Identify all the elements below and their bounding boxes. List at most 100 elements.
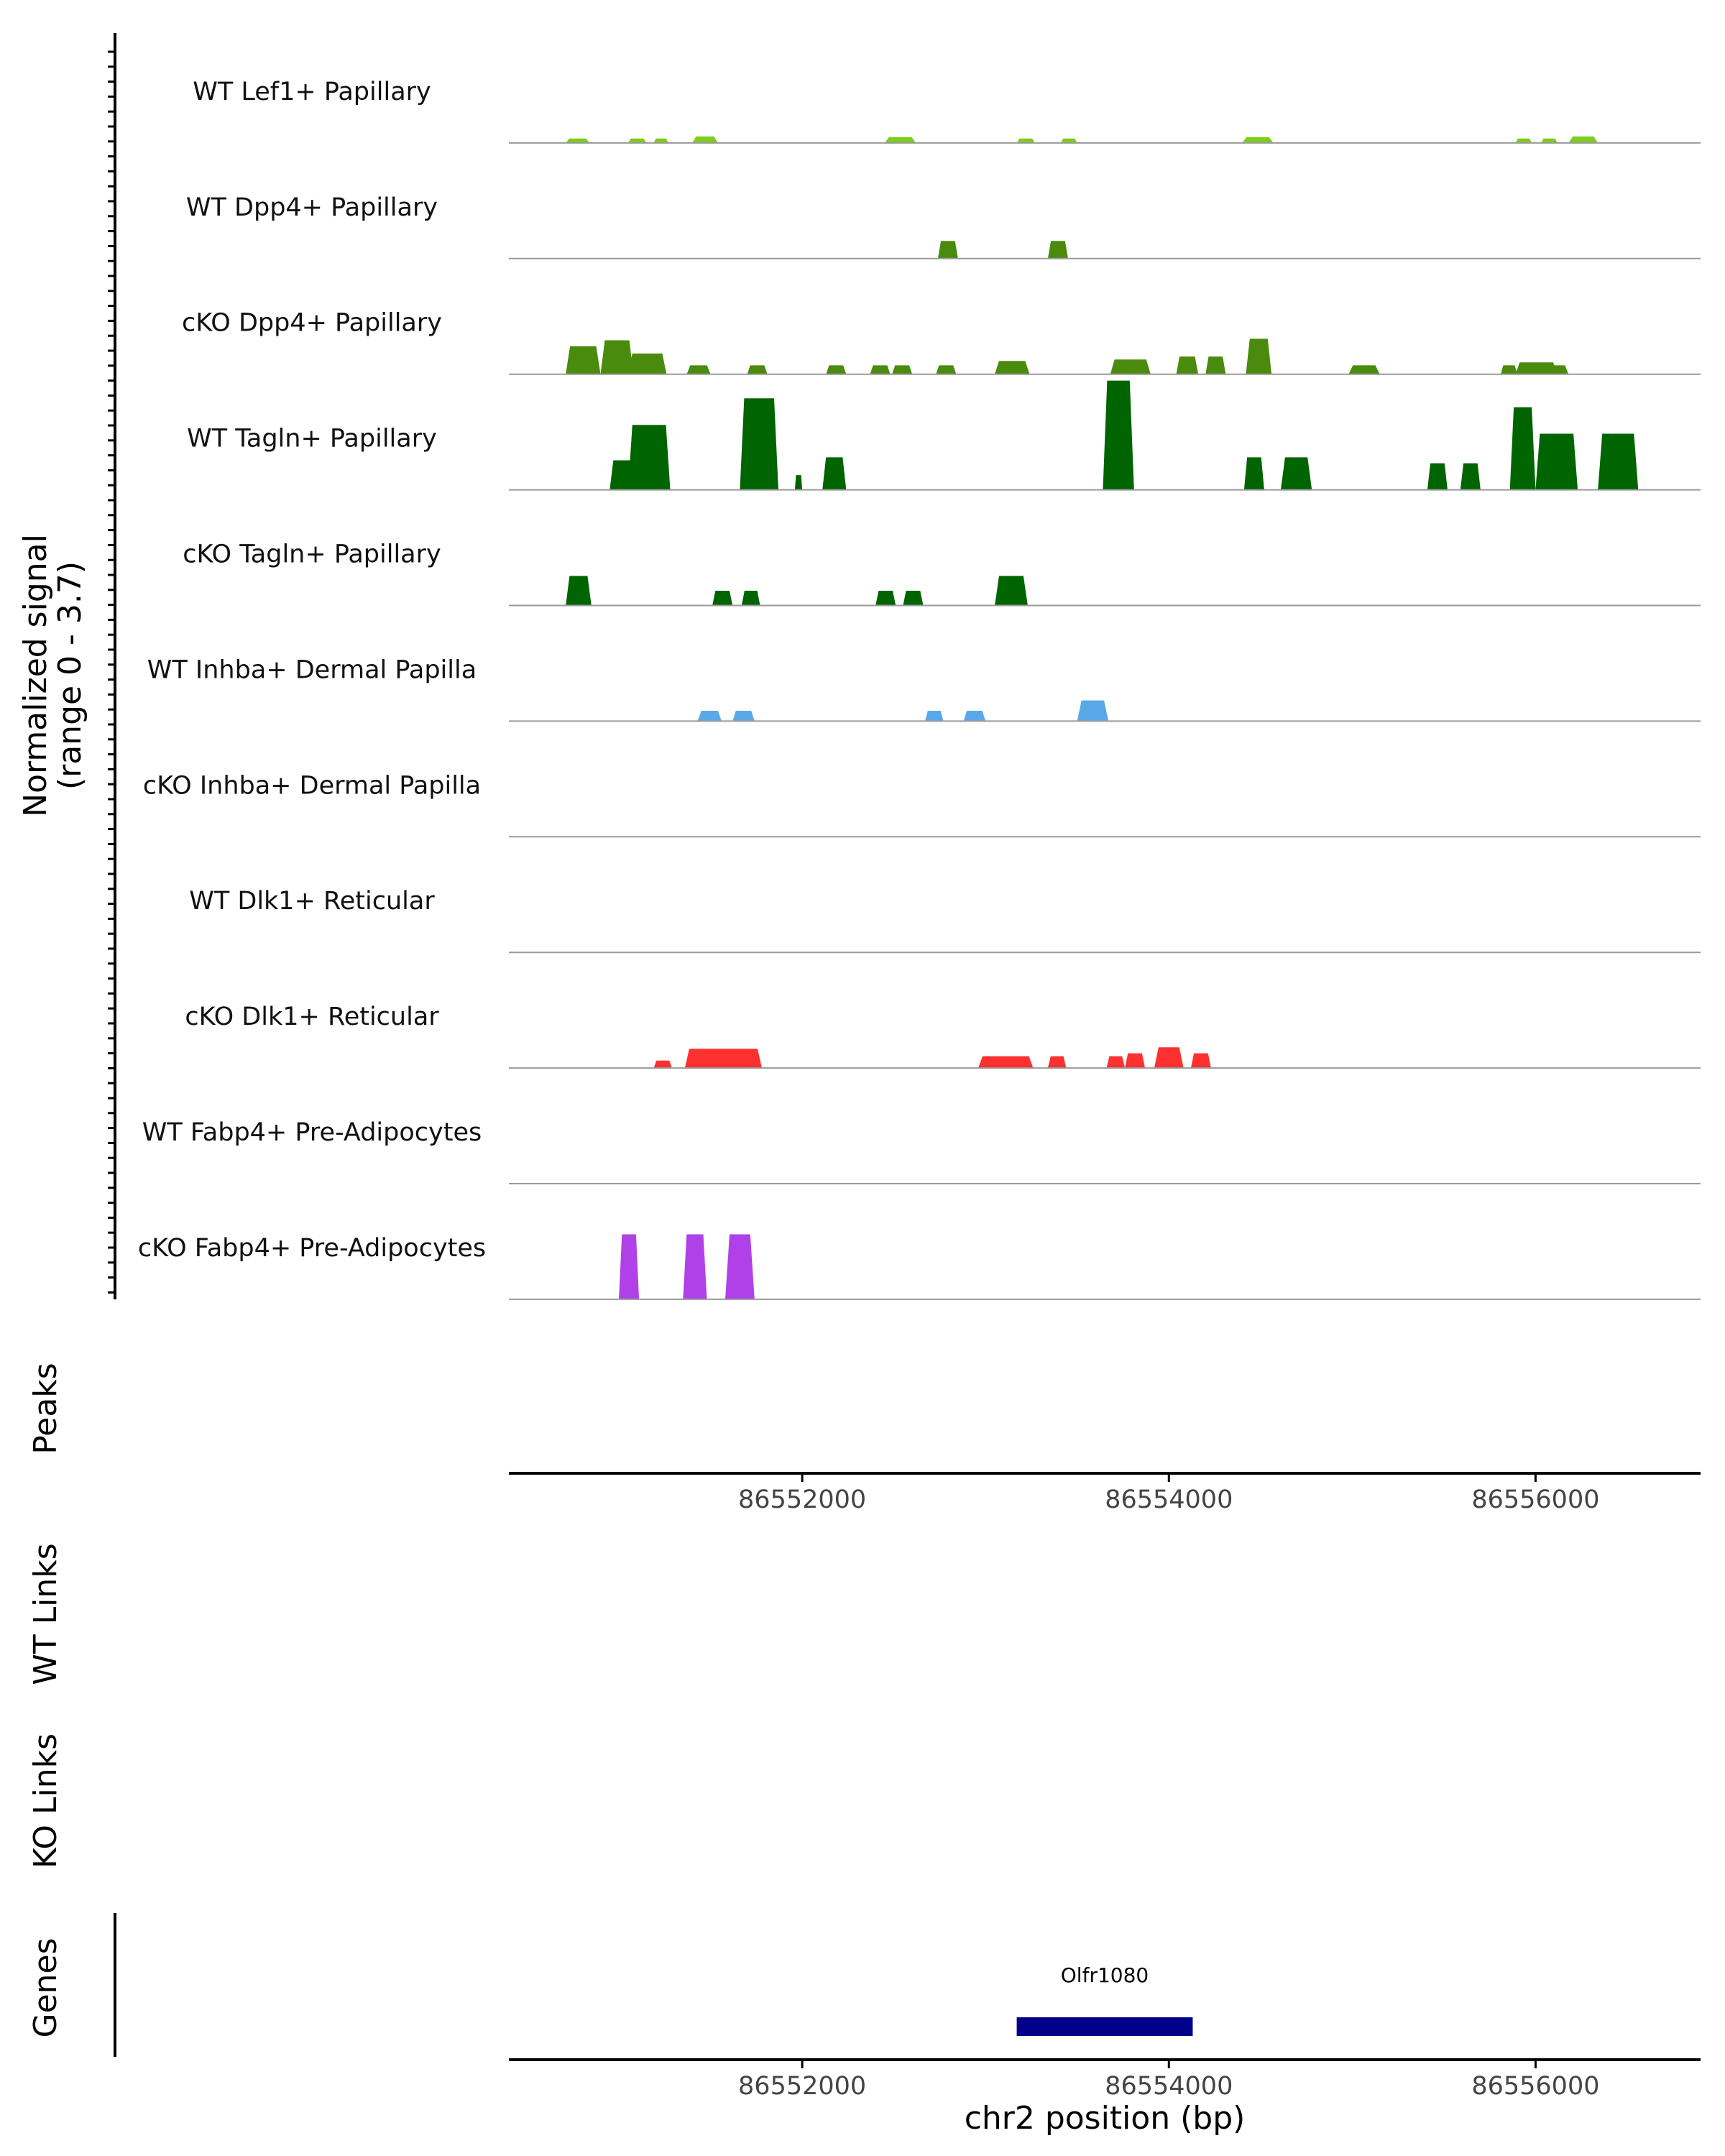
- signal-peak: [1110, 359, 1151, 374]
- signal-peak: [627, 425, 671, 490]
- signal-axis-title-line1: Normalized signal: [17, 534, 54, 817]
- signal-peak: [995, 361, 1030, 374]
- signal-peak: [741, 591, 760, 606]
- signal-peak: [1125, 1053, 1146, 1069]
- track-label: cKO Dlk1+ Reticular: [185, 1003, 439, 1031]
- x-tick-label: 86556000: [1471, 2072, 1599, 2101]
- signal-peak: [1545, 365, 1569, 374]
- signal-peak: [1060, 138, 1077, 143]
- signal-peak: [566, 138, 590, 143]
- x-tick-label: 86554000: [1105, 1485, 1233, 1514]
- signal-peak: [1509, 407, 1536, 490]
- signal-peak: [566, 576, 592, 606]
- track: cKO Tagln+ Papillary: [183, 540, 1701, 607]
- signal-peak: [995, 576, 1028, 606]
- signal-peak: [692, 136, 718, 143]
- signal-peak: [732, 711, 755, 722]
- signal-y-axis-ticks: [108, 50, 115, 1294]
- signal-peak: [683, 1234, 707, 1299]
- signal-peak: [619, 1234, 640, 1299]
- track-label: WT Inhba+ Dermal Papilla: [147, 655, 477, 684]
- track: WT Inhba+ Dermal Papilla: [147, 655, 1701, 722]
- signal-peak: [1154, 1047, 1184, 1069]
- signal-peak: [903, 591, 924, 606]
- signal-peak: [937, 241, 958, 259]
- signal-peak: [978, 1056, 1034, 1069]
- signal-peak: [566, 346, 601, 374]
- x-tick-label: 86554000: [1105, 2072, 1233, 2101]
- signal-peak: [1205, 356, 1226, 374]
- signal-peak: [600, 340, 634, 374]
- signal-peak: [610, 460, 634, 490]
- wt-links-label: WT Links: [27, 1543, 64, 1685]
- genes-panel-label: Genes: [27, 1938, 64, 2037]
- signal-peak: [1047, 1056, 1067, 1069]
- x-axis-title: chr2 position (bp): [965, 2100, 1246, 2137]
- signal-peak: [1106, 1056, 1126, 1069]
- signal-peak: [740, 398, 778, 490]
- signal-axis-title-line2: (range 0 - 3.7): [52, 561, 88, 790]
- signal-peak: [1047, 241, 1068, 259]
- signal-peak: [1460, 463, 1481, 490]
- signal-peak: [870, 365, 891, 374]
- track-label: WT Lef1+ Papillary: [193, 78, 431, 106]
- signal-peak: [884, 137, 916, 143]
- x-tick-label: 86556000: [1471, 1485, 1599, 1514]
- signal-peak: [1176, 356, 1199, 374]
- signal-tracks: WT Lef1+ Papillary WT Dpp4+ Papillary cKO …: [138, 78, 1701, 1300]
- track-label: WT Dpp4+ Papillary: [186, 193, 438, 222]
- signal-peak: [1016, 138, 1036, 143]
- gene-body: [1016, 2017, 1193, 2036]
- gene-annotations: Olfr1080: [1016, 1963, 1193, 2036]
- track: WT Fabp4+ Pre-Adipocytes: [142, 1118, 1701, 1184]
- track-label: cKO Dpp4+ Papillary: [182, 309, 442, 338]
- signal-peak: [627, 353, 667, 374]
- signal-peak: [1598, 433, 1639, 490]
- signal-peak: [697, 711, 722, 722]
- gene-label: Olfr1080: [1061, 1963, 1149, 1987]
- track: cKO Dlk1+ Reticular: [185, 1003, 1701, 1069]
- signal-axis-title: Normalized signal (range 0 - 3.7): [17, 534, 88, 817]
- signal-peak: [1541, 138, 1558, 143]
- signal-peak: [925, 711, 944, 722]
- signal-peak: [1190, 1053, 1211, 1069]
- signal-peak: [1568, 136, 1598, 143]
- signal-peak: [1280, 457, 1312, 490]
- signal-peak: [1242, 137, 1274, 143]
- signal-peak: [1243, 457, 1264, 490]
- signal-peak: [826, 365, 847, 374]
- signal-peak: [936, 365, 957, 374]
- x-tick-label: 86552000: [738, 1485, 866, 1514]
- signal-peak: [747, 365, 768, 374]
- track-label: WT Tagln+ Papillary: [187, 425, 437, 453]
- signal-peak: [653, 1060, 672, 1069]
- signal-peak: [1348, 365, 1380, 374]
- track: cKO Fabp4+ Pre-Adipocytes: [138, 1234, 1701, 1300]
- track: WT Tagln+ Papillary: [187, 380, 1701, 491]
- track-label: cKO Tagln+ Papillary: [183, 540, 441, 569]
- track: WT Dlk1+ Reticular: [189, 887, 1701, 954]
- x-tick-label: 86552000: [738, 2072, 866, 2101]
- track-label: WT Dlk1+ Reticular: [189, 887, 435, 916]
- signal-peak: [686, 365, 711, 374]
- track: WT Dpp4+ Papillary: [186, 193, 1701, 259]
- peaks-panel-label: Peaks: [27, 1363, 64, 1454]
- track: WT Lef1+ Papillary: [193, 78, 1701, 144]
- signal-peak: [684, 1049, 762, 1069]
- signal-peak: [1103, 380, 1134, 490]
- signal-peak: [1077, 700, 1109, 722]
- track-label: cKO Inhba+ Dermal Papilla: [143, 771, 481, 800]
- signal-peak: [1246, 338, 1272, 374]
- ko-links-label: KO Links: [27, 1733, 64, 1869]
- track-label: cKO Fabp4+ Pre-Adipocytes: [138, 1234, 486, 1263]
- signal-peak: [963, 711, 986, 722]
- signal-peak: [794, 475, 803, 490]
- signal-peak: [1515, 138, 1532, 143]
- track-label: WT Fabp4+ Pre-Adipocytes: [142, 1118, 482, 1147]
- peaks-x-axis: 86552000 86554000 86556000: [738, 1473, 1600, 1514]
- track: cKO Inhba+ Dermal Papilla: [143, 771, 1701, 838]
- signal-peak: [712, 591, 733, 606]
- genes-x-axis: 86552000 86554000 86556000: [738, 2060, 1600, 2101]
- signal-peak: [822, 457, 847, 490]
